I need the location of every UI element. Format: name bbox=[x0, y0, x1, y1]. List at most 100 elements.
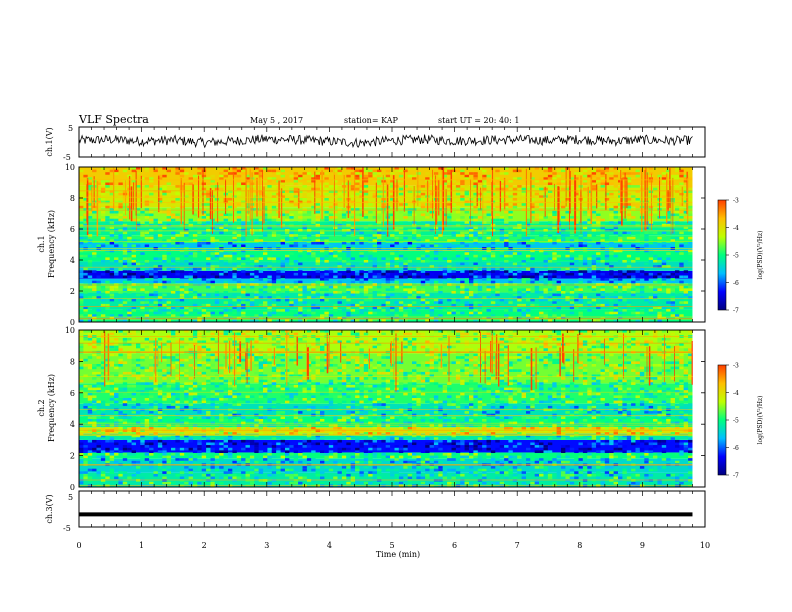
spectrogram-cell bbox=[613, 226, 618, 229]
spectrogram-cell bbox=[626, 192, 632, 196]
ch2-spectrogram-image bbox=[79, 330, 693, 488]
spectrogram-cell bbox=[666, 288, 671, 291]
spectrogram-cell bbox=[140, 306, 145, 310]
spectrogram-cell bbox=[149, 442, 154, 446]
spectrogram-cell bbox=[87, 177, 93, 180]
spectrogram-cell bbox=[355, 179, 360, 183]
spectrogram-cell bbox=[508, 195, 513, 198]
spectrogram-cell bbox=[346, 283, 351, 286]
spectrogram-cell bbox=[166, 384, 171, 388]
spectrogram-cell bbox=[109, 471, 115, 474]
spectrogram-cell bbox=[574, 185, 579, 188]
spectrogram-cell bbox=[149, 426, 154, 430]
spectrogram-cell bbox=[144, 366, 150, 370]
spectrogram-cell bbox=[109, 210, 115, 214]
spectrogram-cell bbox=[407, 267, 413, 271]
spectrogram-cell bbox=[639, 296, 645, 299]
spectrogram-cell bbox=[482, 278, 487, 281]
spectrogram-cell bbox=[298, 319, 303, 322]
spectrogram-cell bbox=[490, 260, 496, 263]
spectrogram-cell bbox=[604, 244, 610, 248]
spectrogram-cell bbox=[192, 332, 198, 336]
spectrogram-cell bbox=[267, 296, 272, 299]
spectrogram-cell bbox=[591, 229, 597, 232]
spectrogram-cell bbox=[333, 226, 338, 229]
spectrogram-cell bbox=[210, 285, 215, 289]
spectrogram-cell bbox=[228, 314, 233, 317]
spectrogram-cell bbox=[433, 280, 439, 284]
spectrogram-cell bbox=[153, 432, 158, 435]
spectrogram-cell bbox=[184, 200, 189, 204]
spectrogram-cell bbox=[87, 226, 93, 229]
spectrogram-cell bbox=[416, 187, 421, 191]
spectrogram-cell bbox=[420, 205, 426, 209]
spectrogram-cell bbox=[241, 262, 246, 266]
spectrogram-cell bbox=[92, 405, 97, 409]
spectrogram-cell bbox=[127, 218, 132, 222]
ch1-waveform-xticks bbox=[78, 127, 706, 157]
spectrogram-cell bbox=[100, 198, 106, 201]
spectrogram-cell bbox=[622, 185, 627, 188]
spectrogram-cell bbox=[512, 296, 518, 299]
spectrogram-cell bbox=[355, 187, 360, 191]
spectrogram-cell bbox=[144, 353, 150, 357]
spectrogram-cell bbox=[394, 167, 399, 170]
spectrogram-cell bbox=[254, 314, 259, 317]
spectrogram-cell bbox=[149, 223, 154, 227]
spectrogram-cell bbox=[153, 311, 158, 315]
spectrogram-cell bbox=[539, 187, 544, 191]
spectrogram-cell bbox=[184, 311, 189, 315]
spectrogram-cell bbox=[526, 288, 531, 291]
spectrogram-cell bbox=[416, 195, 421, 198]
spectrogram-cell bbox=[87, 419, 93, 422]
spectrogram-cell bbox=[403, 169, 408, 173]
spectrogram-cell bbox=[425, 260, 430, 263]
spectrogram-cell bbox=[464, 288, 469, 291]
spectrogram-cell bbox=[631, 316, 636, 320]
spectrogram-cell bbox=[175, 358, 180, 362]
spectrogram-cell bbox=[473, 298, 478, 302]
spectrogram-cell bbox=[661, 231, 667, 235]
spectrogram-cell bbox=[320, 288, 325, 291]
spectrogram-cell bbox=[648, 311, 654, 315]
spectrogram-cell bbox=[609, 172, 614, 175]
spectrogram-cell bbox=[144, 424, 150, 427]
spectrogram-cell bbox=[618, 316, 623, 320]
spectrogram-cell bbox=[122, 244, 128, 248]
spectrogram-cell bbox=[267, 280, 272, 284]
spectrogram-cell bbox=[83, 223, 88, 227]
spectrogram-cell bbox=[188, 226, 193, 229]
spectrogram-cell bbox=[267, 210, 272, 214]
spectrogram-cell bbox=[144, 437, 150, 440]
spectrogram-cell bbox=[587, 203, 592, 206]
spectrogram-cell bbox=[464, 303, 469, 307]
spectrogram-cell bbox=[105, 182, 110, 186]
spectrogram-cell bbox=[109, 345, 115, 349]
spectrogram-cell bbox=[206, 213, 211, 217]
spectrogram-cell bbox=[661, 278, 667, 281]
spectrogram-cell bbox=[578, 270, 583, 273]
spectrogram-cell bbox=[258, 270, 264, 273]
spectrogram-cell bbox=[166, 203, 171, 206]
spectrogram-cell bbox=[517, 265, 522, 268]
spectrogram-cell bbox=[166, 311, 171, 315]
spectrogram-cell bbox=[87, 296, 93, 299]
spectrogram-cell bbox=[157, 195, 163, 198]
spectrogram-cell bbox=[87, 254, 93, 258]
spectrogram-cell bbox=[416, 257, 421, 260]
spectrogram-cell bbox=[210, 179, 215, 183]
spectrogram-cell bbox=[363, 182, 369, 186]
spectrogram-cell bbox=[276, 257, 281, 260]
spectrogram-cell bbox=[451, 241, 456, 245]
spectrogram-cell bbox=[429, 213, 434, 217]
spectrogram-cell bbox=[574, 257, 579, 260]
spectrogram-cell bbox=[166, 395, 171, 399]
spectrogram-cell bbox=[298, 210, 303, 214]
spectrogram-cell bbox=[280, 195, 285, 198]
spectrogram-cell bbox=[285, 226, 290, 229]
spectrogram-cell bbox=[136, 208, 141, 211]
spectrogram-cell bbox=[166, 223, 171, 227]
spectrogram-cell bbox=[267, 275, 272, 279]
spectrogram-cell bbox=[394, 257, 399, 260]
spectrogram-cell bbox=[675, 236, 680, 240]
